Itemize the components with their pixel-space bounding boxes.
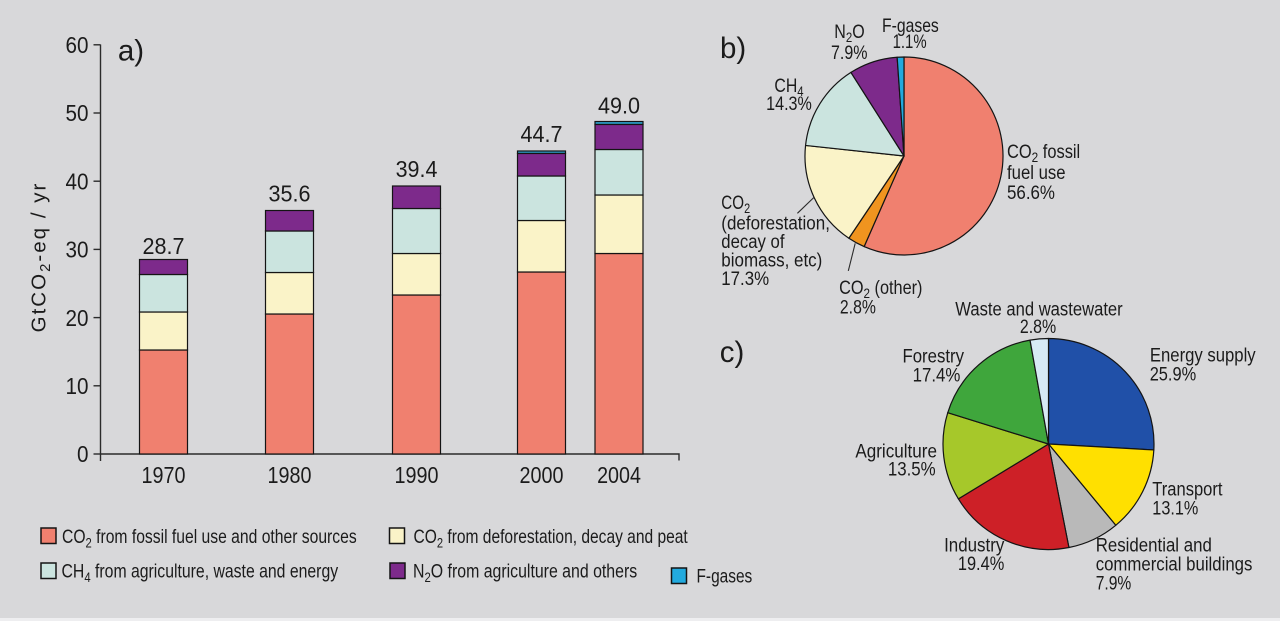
svg-text:17.3%: 17.3% [721,268,769,289]
svg-text:N2O from agriculture and other: N2O from agriculture and others [413,560,637,585]
svg-text:F-gases: F-gases [697,565,753,587]
svg-text:commercial buildings: commercial buildings [1096,553,1253,574]
svg-text:CO2 from deforestation, decay: CO2 from deforestation, decay and peat [414,525,688,550]
svg-text:a): a) [118,35,144,68]
svg-text:7.9%: 7.9% [831,42,868,64]
svg-text:7.9%: 7.9% [1096,572,1132,594]
svg-text:2000: 2000 [520,463,564,489]
svg-text:13.5%: 13.5% [888,458,936,480]
svg-text:2004: 2004 [597,463,641,489]
svg-text:50: 50 [66,100,89,126]
svg-text:35.6: 35.6 [268,181,310,207]
svg-text:30: 30 [66,237,89,263]
svg-text:1980: 1980 [268,463,312,489]
svg-text:Transport: Transport [1152,478,1222,500]
svg-text:decay of: decay of [721,231,785,252]
svg-text:49.0: 49.0 [598,93,640,119]
svg-text:Industry: Industry [944,533,1005,555]
svg-text:20: 20 [66,305,89,331]
svg-text:17.4%: 17.4% [913,364,961,385]
svg-text:Waste and wastewater: Waste and wastewater [955,298,1122,320]
svg-text:biomass, etc): biomass, etc) [721,248,822,270]
svg-text:44.7: 44.7 [520,121,562,147]
svg-text:c): c) [720,336,745,369]
svg-text:14.3%: 14.3% [766,93,812,115]
svg-text:Forestry: Forestry [902,345,964,366]
svg-text:60: 60 [66,32,89,58]
svg-text:13.1%: 13.1% [1152,497,1198,519]
svg-text:(deforestation,: (deforestation, [721,211,830,233]
svg-text:0: 0 [77,441,89,467]
svg-text:1970: 1970 [142,463,186,489]
svg-text:19.4%: 19.4% [958,553,1004,575]
svg-text:b): b) [720,32,746,65]
svg-text:56.6%: 56.6% [1007,181,1055,203]
svg-text:2.8%: 2.8% [840,296,876,318]
svg-text:2.8%: 2.8% [1020,315,1056,337]
svg-text:F-gases: F-gases [882,14,939,36]
svg-text:40: 40 [66,168,89,194]
svg-text:1990: 1990 [395,463,439,489]
svg-text:CO2 (other): CO2 (other) [839,276,922,301]
svg-text:CO2 from fossil fuel use and o: CO2 from fossil fuel use and other sourc… [62,525,357,550]
svg-text:GtCO2-eq / yr: GtCO2-eq / yr [28,182,55,333]
svg-text:25.9%: 25.9% [1150,363,1196,385]
svg-text:CO2 fossil: CO2 fossil [1007,141,1080,166]
svg-text:39.4: 39.4 [396,156,438,182]
svg-text:Residential and: Residential and [1096,535,1212,556]
svg-text:1.1%: 1.1% [893,30,927,52]
svg-text:CH4 from agriculture, waste an: CH4 from agriculture, waste and energy [62,560,339,585]
svg-text:28.7: 28.7 [142,233,184,259]
svg-text:Agriculture: Agriculture [855,439,937,461]
svg-text:fuel use: fuel use [1007,162,1066,183]
svg-text:10: 10 [66,373,89,399]
svg-text:Energy supply: Energy supply [1150,345,1257,366]
